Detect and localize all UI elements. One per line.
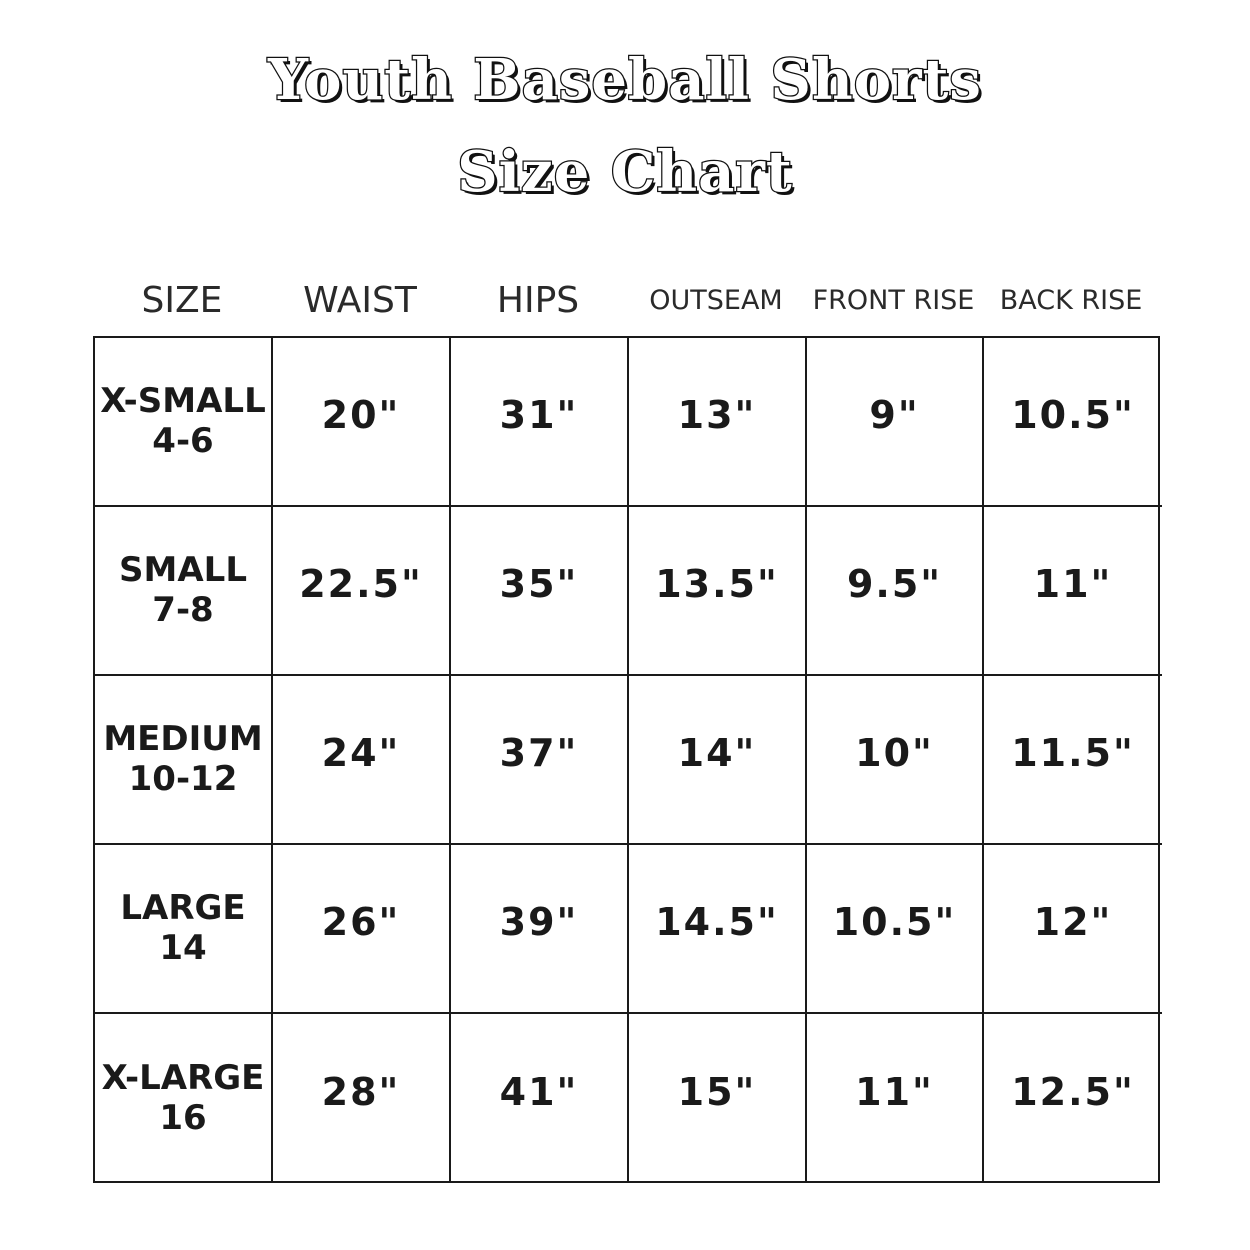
- header-waist: WAIST: [303, 279, 417, 321]
- waist-value: 26": [321, 899, 401, 944]
- hips-cell: 31": [451, 338, 629, 507]
- size-name: LARGE: [120, 888, 246, 929]
- front-rise-value: 11": [855, 1069, 934, 1114]
- size-name: MEDIUM: [103, 719, 263, 760]
- hips-cell: 35": [451, 507, 629, 676]
- waist-value: 24": [321, 730, 401, 775]
- waist-cell: 26": [273, 845, 451, 1014]
- waist-cell: 20": [273, 338, 451, 507]
- column-headers: SIZE WAIST HIPS OUTSEAM FRONT RISE BACK …: [93, 272, 1160, 328]
- hips-value: 37": [499, 730, 579, 775]
- table-row-size: X-LARGE 16: [95, 1014, 273, 1183]
- outseam-cell: 14": [629, 676, 807, 845]
- size-range: 14: [159, 927, 207, 968]
- size-range: 10-12: [128, 758, 238, 799]
- header-hips: HIPS: [496, 279, 580, 321]
- header-outseam: OUTSEAM: [649, 284, 783, 316]
- back-rise-cell: 11.5": [984, 676, 1162, 845]
- outseam-cell: 13.5": [629, 507, 807, 676]
- waist-value: 20": [321, 392, 401, 437]
- hips-cell: 39": [451, 845, 629, 1014]
- header-front-rise: FRONT RISE: [812, 284, 975, 316]
- page-title: Youth Baseball Shorts: [267, 47, 982, 113]
- back-rise-cell: 11": [984, 507, 1162, 676]
- waist-value: 22.5": [299, 561, 423, 606]
- size-name: SMALL: [119, 550, 247, 591]
- hips-value: 31": [499, 392, 579, 437]
- front-rise-cell: 10": [807, 676, 984, 845]
- hips-value: 41": [499, 1069, 579, 1114]
- back-rise-value: 10.5": [1011, 392, 1135, 437]
- back-rise-cell: 12": [984, 845, 1162, 1014]
- table-row-size: X-SMALL 4-6: [95, 338, 273, 507]
- size-range: 4-6: [152, 420, 214, 461]
- waist-cell: 24": [273, 676, 451, 845]
- table-row-size: LARGE 14: [95, 845, 273, 1014]
- header-size: SIZE: [141, 279, 223, 321]
- hips-cell: 37": [451, 676, 629, 845]
- size-range: 7-8: [152, 589, 214, 630]
- outseam-cell: 15": [629, 1014, 807, 1183]
- front-rise-value: 9.5": [846, 561, 943, 606]
- back-rise-value: 12": [1033, 899, 1113, 944]
- outseam-value: 13": [677, 392, 757, 437]
- front-rise-cell: 9.5": [807, 507, 984, 676]
- back-rise-value: 11": [1033, 561, 1113, 606]
- table-row-size: MEDIUM 10-12: [95, 676, 273, 845]
- waist-value: 28": [321, 1069, 401, 1114]
- hips-value: 35": [499, 561, 579, 606]
- back-rise-value: 12.5": [1011, 1069, 1135, 1114]
- waist-cell: 22.5": [273, 507, 451, 676]
- front-rise-value: 9": [869, 392, 920, 437]
- page-subtitle: Size Chart: [456, 139, 793, 205]
- outseam-cell: 14.5": [629, 845, 807, 1014]
- size-name: X-SMALL: [100, 381, 266, 422]
- table-row-size: SMALL 7-8: [95, 507, 273, 676]
- back-rise-cell: 12.5": [984, 1014, 1162, 1183]
- outseam-value: 13.5": [655, 561, 779, 606]
- outseam-value: 15": [677, 1069, 757, 1114]
- outseam-cell: 13": [629, 338, 807, 507]
- waist-cell: 28": [273, 1014, 451, 1183]
- hips-cell: 41": [451, 1014, 629, 1183]
- outseam-value: 14": [677, 730, 757, 775]
- outseam-value: 14.5": [655, 899, 779, 944]
- size-table: X-SMALL 4-6 20" 31" 13" 9" 10.5" SMALL 7…: [93, 336, 1162, 1183]
- front-rise-value: 10.5": [832, 899, 957, 944]
- front-rise-cell: 11": [807, 1014, 984, 1183]
- header-back-rise: BACK RISE: [999, 284, 1143, 316]
- front-rise-value: 10": [855, 730, 934, 775]
- front-rise-cell: 10.5": [807, 845, 984, 1014]
- size-range: 16: [159, 1097, 207, 1138]
- front-rise-cell: 9": [807, 338, 984, 507]
- back-rise-value: 11.5": [1011, 730, 1135, 775]
- size-name: X-LARGE: [101, 1058, 265, 1099]
- hips-value: 39": [499, 899, 579, 944]
- back-rise-cell: 10.5": [984, 338, 1162, 507]
